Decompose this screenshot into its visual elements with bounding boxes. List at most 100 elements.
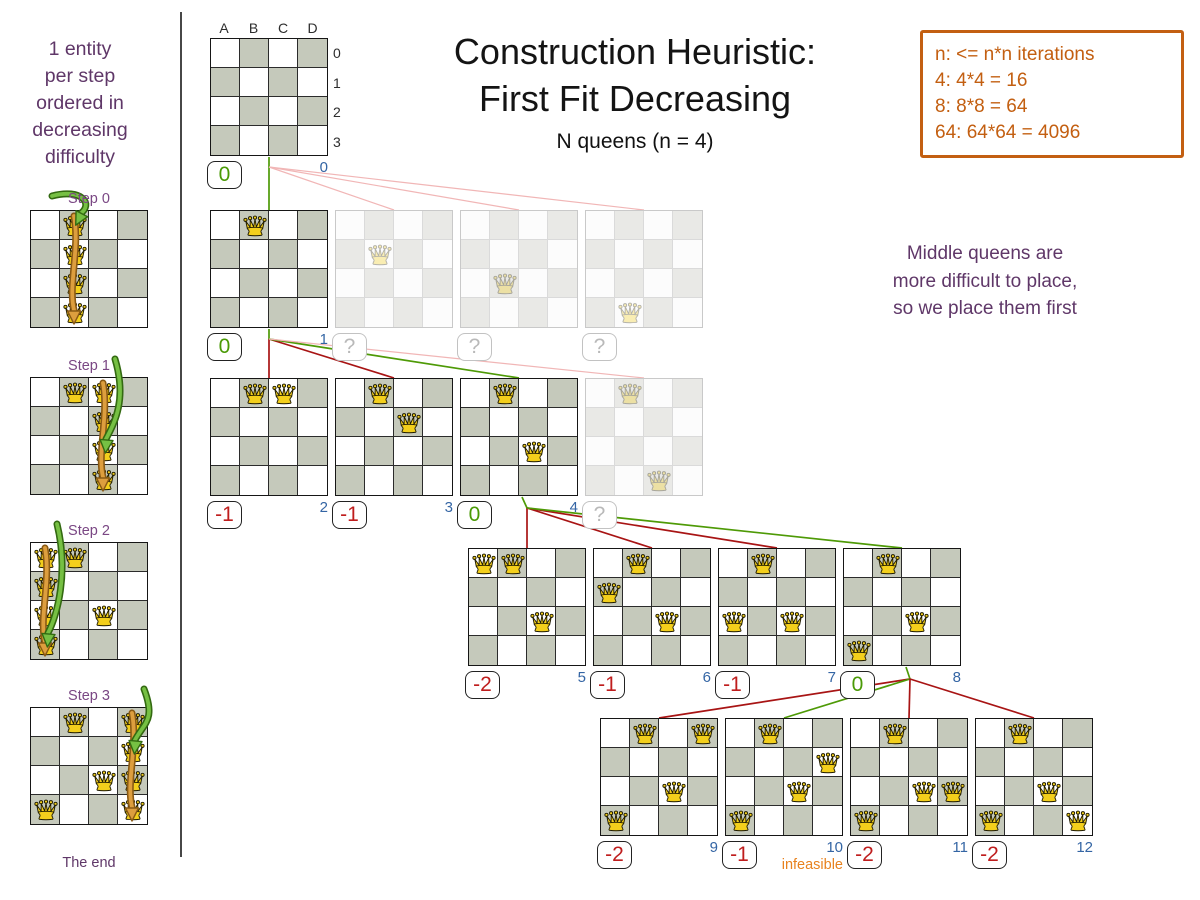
board-square <box>240 68 269 97</box>
score-badge: 0 <box>457 501 492 529</box>
move-index: 3 <box>444 499 453 516</box>
board-square <box>423 298 452 327</box>
board-square <box>556 549 585 578</box>
board-square <box>365 466 394 495</box>
board-square <box>586 466 615 495</box>
queen-icon <box>786 779 812 805</box>
board-square <box>594 607 623 636</box>
board-square <box>586 211 615 240</box>
board-square <box>60 630 89 659</box>
board-square <box>394 466 423 495</box>
score-badge: -2 <box>597 841 632 869</box>
queen-icon <box>91 409 117 435</box>
score-badge: ? <box>582 501 617 529</box>
queen-icon <box>492 381 518 407</box>
board-square <box>423 379 452 408</box>
queen-icon <box>120 797 146 823</box>
queen-icon <box>654 609 680 635</box>
score-badge: ? <box>457 333 492 361</box>
board-square <box>461 437 490 466</box>
board-square <box>423 437 452 466</box>
board-square <box>673 379 702 408</box>
board-square <box>909 806 938 835</box>
board-square <box>548 298 577 327</box>
score-badge: 0 <box>207 333 242 361</box>
tree-board-5 <box>468 548 586 666</box>
score-badge: ? <box>582 333 617 361</box>
board-square <box>365 408 394 437</box>
board-square <box>89 298 118 327</box>
board-square <box>623 578 652 607</box>
move-index: 10 <box>826 839 843 856</box>
board-square <box>548 408 577 437</box>
faded-candidate-board <box>585 210 703 328</box>
board-square <box>298 298 327 327</box>
board-square <box>469 578 498 607</box>
info-line: 8: 8*8 = 64 <box>935 96 1028 117</box>
board-square <box>719 549 748 578</box>
board-square <box>298 408 327 437</box>
board-square <box>586 408 615 437</box>
sidebar-step-board <box>30 707 148 825</box>
board-square <box>1005 806 1034 835</box>
board-square <box>601 719 630 748</box>
board-square <box>777 549 806 578</box>
board-square <box>556 607 585 636</box>
board-square <box>673 240 702 269</box>
tree-board-12 <box>975 718 1093 836</box>
board-square <box>211 379 240 408</box>
board-square <box>931 549 960 578</box>
board-square <box>548 269 577 298</box>
board-square <box>586 269 615 298</box>
board-square <box>873 607 902 636</box>
board-square <box>336 437 365 466</box>
board-square <box>490 437 519 466</box>
board-square <box>240 97 269 126</box>
board-square <box>298 240 327 269</box>
row-label: 3 <box>333 133 341 150</box>
board-square <box>748 578 777 607</box>
queen-icon <box>33 797 59 823</box>
board-square <box>269 298 298 327</box>
board-square <box>1063 719 1092 748</box>
board-square <box>423 240 452 269</box>
board-square <box>60 795 89 824</box>
sidebar-intro-line: difficulty <box>44 146 116 168</box>
queen-icon <box>875 551 901 577</box>
queen-icon <box>1007 721 1033 747</box>
board-square <box>118 572 147 601</box>
board-square <box>490 211 519 240</box>
board-square <box>556 636 585 665</box>
board-square <box>873 578 902 607</box>
board-square <box>659 806 688 835</box>
board-square <box>269 437 298 466</box>
board-square <box>423 269 452 298</box>
middle-queens-annotation: Middle queens are more difficult to plac… <box>855 240 1115 323</box>
board-square <box>31 407 60 436</box>
board-square <box>902 578 931 607</box>
sidebar-intro-line: decreasing <box>32 119 128 141</box>
board-square <box>548 240 577 269</box>
board-square <box>298 126 327 155</box>
board-square <box>844 607 873 636</box>
board-square <box>1063 777 1092 806</box>
board-square <box>755 748 784 777</box>
move-index: 11 <box>952 839 968 856</box>
queen-icon <box>271 381 297 407</box>
board-square <box>644 408 673 437</box>
board-square <box>269 211 298 240</box>
board-square <box>461 298 490 327</box>
board-square <box>902 636 931 665</box>
move-index: 4 <box>569 499 578 516</box>
board-square <box>461 408 490 437</box>
queen-icon <box>120 768 146 794</box>
board-square <box>976 748 1005 777</box>
tree-board-root <box>210 38 328 156</box>
board-square <box>298 269 327 298</box>
board-square <box>118 601 147 630</box>
board-square <box>644 211 673 240</box>
tree-board-10 <box>725 718 843 836</box>
queen-icon <box>242 213 268 239</box>
board-square <box>527 636 556 665</box>
the-end-label: The end <box>62 855 116 871</box>
